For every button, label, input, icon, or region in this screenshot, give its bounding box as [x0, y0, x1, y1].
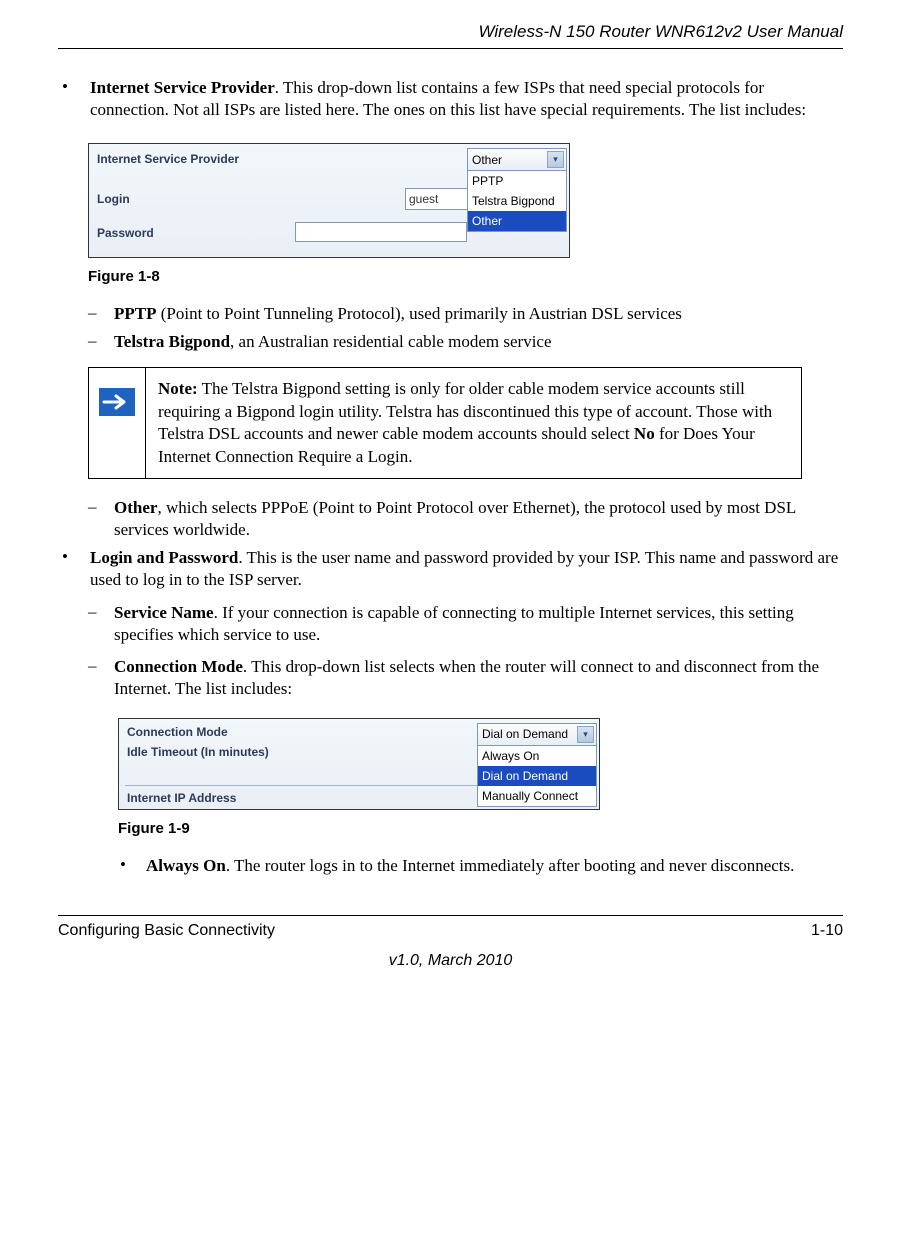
telstra-line: Telstra Bigpond, an Australian residenti… [114, 331, 843, 353]
isp-dropdown-opt-0[interactable]: PPTP [468, 171, 566, 191]
version-line: v1.0, March 2010 [58, 952, 843, 970]
chevron-down-icon: ▾ [547, 151, 564, 168]
password-input[interactable] [295, 222, 467, 242]
isp-dropdown-opt-1[interactable]: Telstra Bigpond [468, 191, 566, 211]
pptp-rest: (Point to Point Tunneling Protocol), use… [157, 304, 682, 323]
note-label: Note: [158, 379, 198, 398]
page-header: Wireless-N 150 Router WNR612v2 User Manu… [58, 22, 843, 49]
scr1-label-login: Login [97, 192, 130, 206]
isp-bold: Internet Service Provider [90, 78, 275, 97]
dash: – [88, 331, 114, 353]
scr1-label-isp: Internet Service Provider [97, 152, 239, 166]
conn-mode-dropdown[interactable]: Dial on Demand ▾ Always On Dial on Deman… [477, 723, 597, 807]
footer-right: 1-10 [811, 922, 843, 940]
dash: – [88, 602, 114, 646]
isp-dropdown[interactable]: Other ▾ PPTP Telstra Bigpond Other [467, 148, 567, 232]
figure-1-8-caption: Figure 1-8 [88, 268, 843, 285]
conn-mode-line: Connection Mode. This drop-down list sel… [114, 656, 843, 700]
note-box: Note: The Telstra Bigpond setting is onl… [88, 367, 802, 479]
pptp-line: PPTP (Point to Point Tunneling Protocol)… [114, 303, 843, 325]
telstra-rest: , an Australian residential cable modem … [230, 332, 551, 351]
loginpw-line: Login and Password. This is the user nam… [90, 547, 843, 591]
always-on-line: Always On. The router logs in to the Int… [146, 855, 843, 877]
isp-dropdown-selected: Other [472, 153, 502, 167]
always-on-rest: . The router logs in to the Internet imm… [226, 856, 795, 875]
other-bold: Other [114, 498, 157, 517]
always-on-bold: Always On [146, 856, 226, 875]
scr2-label-idle: Idle Timeout (In minutes) [127, 745, 269, 759]
other-rest: , which selects PPPoE (Point to Point Pr… [114, 498, 796, 539]
dash: – [88, 497, 114, 541]
conn-mode-bold: Connection Mode [114, 657, 243, 676]
scr1-label-password: Password [97, 226, 154, 240]
conn-mode-opt-1[interactable]: Dial on Demand [478, 766, 596, 786]
conn-mode-opt-2[interactable]: Manually Connect [478, 786, 596, 806]
isp-dropdown-opt-2[interactable]: Other [468, 211, 566, 231]
telstra-bold: Telstra Bigpond [114, 332, 230, 351]
conn-mode-dropdown-selected: Dial on Demand [482, 727, 568, 741]
service-name-bold: Service Name [114, 603, 214, 622]
bullet-dot: • [58, 547, 90, 591]
service-name-line: Service Name. If your connection is capa… [114, 602, 843, 646]
note-text: Note: The Telstra Bigpond setting is onl… [146, 368, 801, 478]
scr2-label-cm: Connection Mode [127, 725, 228, 739]
footer-left: Configuring Basic Connectivity [58, 922, 275, 940]
conn-mode-opt-0[interactable]: Always On [478, 746, 596, 766]
chevron-down-icon: ▾ [577, 726, 594, 743]
service-name-rest: . If your connection is capable of conne… [114, 603, 794, 644]
pptp-bold: PPTP [114, 304, 157, 323]
login-input[interactable] [405, 188, 469, 210]
dash: – [88, 656, 114, 700]
bullet-dot: • [58, 77, 90, 121]
other-line: Other, which selects PPPoE (Point to Poi… [114, 497, 843, 541]
dash: – [88, 303, 114, 325]
isp-screenshot: Internet Service Provider Login Password… [88, 143, 570, 258]
bullet-dot: • [118, 855, 146, 877]
conn-mode-screenshot: Connection Mode Idle Timeout (In minutes… [118, 718, 600, 810]
figure-1-9-caption: Figure 1-9 [118, 820, 843, 837]
scr2-label-ip: Internet IP Address [127, 791, 236, 805]
arrow-right-icon [99, 388, 135, 416]
isp-paragraph: Internet Service Provider. This drop-dow… [90, 77, 843, 121]
note-body-bold: No [634, 424, 655, 443]
loginpw-bold: Login and Password [90, 548, 238, 567]
